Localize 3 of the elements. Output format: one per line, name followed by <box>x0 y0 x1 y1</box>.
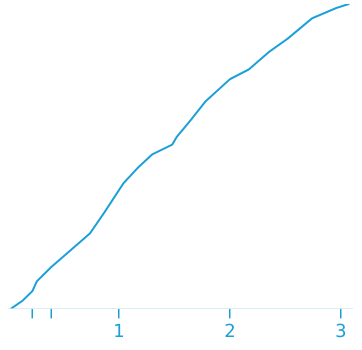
x-tick-label: 1 <box>113 320 125 342</box>
x-tick-label: 2 <box>224 320 236 342</box>
x-tick-label: 3 <box>335 320 347 342</box>
